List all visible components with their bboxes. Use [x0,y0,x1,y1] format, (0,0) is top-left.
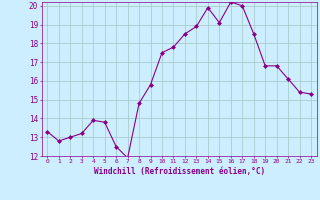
X-axis label: Windchill (Refroidissement éolien,°C): Windchill (Refroidissement éolien,°C) [94,167,265,176]
